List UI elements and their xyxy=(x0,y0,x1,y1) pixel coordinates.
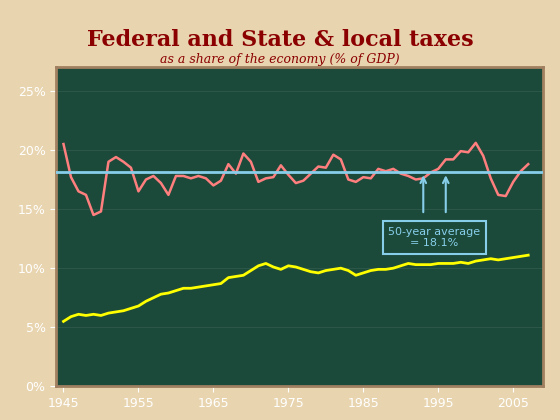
Text: as a share of the economy (% of GDP): as a share of the economy (% of GDP) xyxy=(160,52,400,66)
Text: 50-year average
= 18.1%: 50-year average = 18.1% xyxy=(389,227,480,248)
Text: Federal and State & local taxes: Federal and State & local taxes xyxy=(87,29,473,51)
